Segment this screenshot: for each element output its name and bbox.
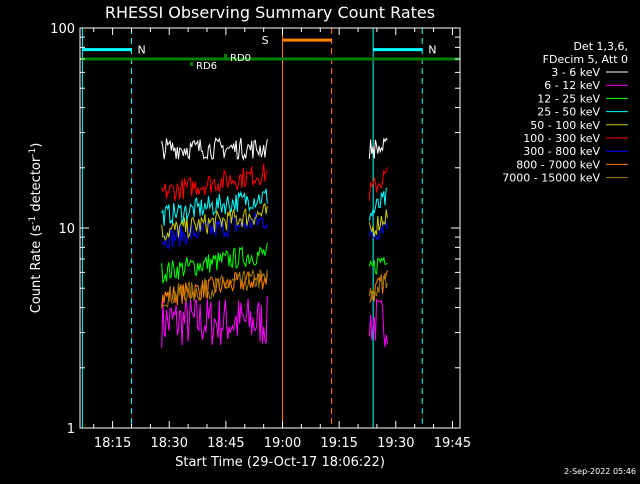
series-line (368, 137, 388, 159)
legend-entry-label: 800 - 7000 keV (516, 158, 600, 171)
y-axis-label: Count Rate (s-1 detector-1) (28, 143, 44, 314)
series-line (161, 268, 268, 309)
legend-entry-label: 3 - 6 keV (551, 66, 600, 79)
legend-header-1: Det 1,3,6, (573, 40, 628, 53)
x-tick-label: 18:15 (94, 436, 131, 451)
series-line (161, 188, 268, 226)
series-line (161, 163, 268, 201)
rd-marker (190, 62, 193, 66)
rd-marker (224, 54, 227, 58)
series-line (368, 297, 388, 348)
x-tick-label: 19:45 (434, 436, 471, 451)
legend-entry-label: 50 - 100 keV (530, 119, 600, 132)
chart-title: RHESSI Observing Summary Count Rates (105, 3, 435, 22)
series-line (161, 137, 268, 161)
annotation-label: N (137, 44, 145, 57)
series-line (368, 209, 388, 237)
legend-entry-label: 7000 - 15000 keV (502, 172, 600, 185)
series-line (368, 187, 388, 221)
footer-timestamp: 2-Sep-2022 05:46 (564, 467, 636, 476)
x-axis-label: Start Time (29-Oct-17 18:06:22) (175, 455, 385, 470)
x-tick-label: 19:00 (264, 436, 301, 451)
y-axis-label-mid: detector (29, 156, 44, 216)
x-tick-label: 18:45 (207, 436, 244, 451)
rd-label: RD0 (230, 53, 251, 64)
series-line (161, 202, 268, 242)
y-tick-label: 1 (67, 422, 75, 437)
y-axis-label-main: Count Rate (s (29, 225, 44, 314)
series-line (368, 272, 388, 300)
legend-entry-label: 100 - 300 keV (523, 132, 600, 145)
legend-entry-label: 6 - 12 keV (544, 79, 600, 92)
plot-frame (79, 27, 461, 429)
x-tick-label: 19:30 (377, 436, 414, 451)
annotation-label: N (428, 44, 436, 57)
y-axis-label-sup2: -1 (28, 148, 38, 157)
series-line (368, 167, 388, 201)
y-axis-label-end: ) (29, 143, 44, 148)
y-tick-label: 10 (58, 222, 75, 237)
legend-entry-label: 12 - 25 keV (537, 92, 600, 105)
series-line (161, 295, 268, 348)
x-tick-label: 18:30 (151, 436, 188, 451)
series-line (368, 257, 388, 275)
annotation-label: S (262, 34, 269, 47)
x-tick-label: 19:15 (320, 436, 357, 451)
series-line (161, 242, 268, 284)
legend-header-2: FDecim 5, Att 0 (543, 53, 628, 66)
rd-label: RD6 (196, 61, 217, 72)
y-axis-label-sup1: -1 (28, 216, 38, 225)
legend-entry-label: 300 - 800 keV (523, 145, 600, 158)
series-line (161, 212, 268, 250)
legend-entry-label: 25 - 50 keV (537, 106, 600, 119)
y-tick-label: 100 (50, 22, 75, 37)
